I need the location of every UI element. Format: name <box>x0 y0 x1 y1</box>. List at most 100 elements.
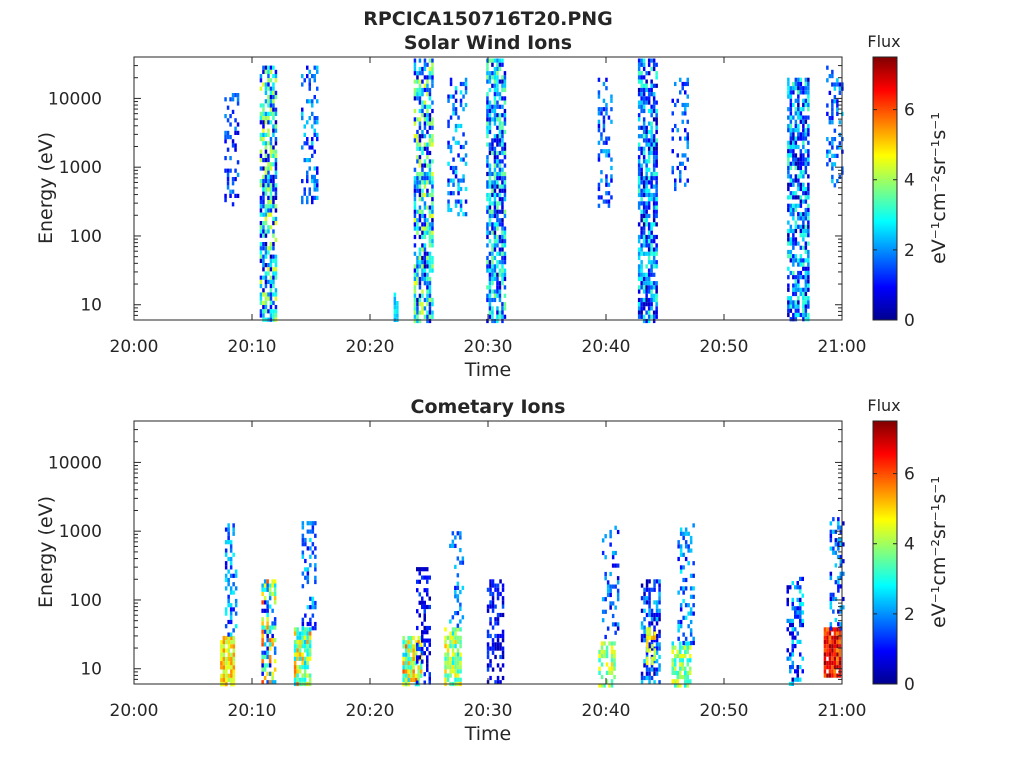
heatmap-cell <box>423 588 426 593</box>
heatmap-cell <box>428 171 432 177</box>
heatmap-cell <box>655 621 659 626</box>
heatmap-cell <box>679 654 682 659</box>
heatmap-cell <box>653 631 657 636</box>
heatmap-cell <box>423 297 427 303</box>
heatmap-cell <box>269 153 273 158</box>
heatmap-cell <box>501 171 504 177</box>
heatmap-cell <box>648 579 651 584</box>
heatmap-cell <box>262 263 265 268</box>
heatmap-cell <box>647 167 651 172</box>
heatmap-cell <box>797 178 800 183</box>
heatmap-cell <box>456 556 460 561</box>
heatmap-cell <box>416 75 419 80</box>
heatmap-cell <box>491 281 494 286</box>
heatmap-cell <box>451 539 455 544</box>
heatmap-cell <box>499 612 502 618</box>
heatmap-cell <box>262 124 265 129</box>
heatmap-cell <box>304 613 307 618</box>
heatmap-cell <box>259 275 263 280</box>
heatmap-cell <box>493 117 497 122</box>
heatmap-cell <box>464 153 468 158</box>
heatmap-cell <box>404 640 408 645</box>
heatmap-cell <box>413 213 417 219</box>
heatmap-cell <box>651 644 654 649</box>
heatmap-cell <box>274 95 278 100</box>
heatmap-cell <box>648 596 651 601</box>
heatmap-cell <box>304 567 307 572</box>
heatmap-cell <box>804 128 808 133</box>
heatmap-cell <box>642 230 646 235</box>
heatmap-cell <box>787 228 790 234</box>
heatmap-cell <box>637 289 641 294</box>
heatmap-cell <box>605 149 608 154</box>
heatmap-cell <box>642 276 646 282</box>
heatmap-cell <box>496 251 499 256</box>
heatmap-cell <box>610 94 613 99</box>
heatmap-cell <box>229 189 232 194</box>
heatmap-cell <box>486 117 489 122</box>
heatmap-cell <box>797 182 800 187</box>
heatmap-cell <box>264 292 268 297</box>
heatmap-cell <box>647 180 651 185</box>
heatmap-cell <box>306 99 309 104</box>
heatmap-cell <box>787 115 790 120</box>
heatmap-cell <box>684 111 687 116</box>
x-tick-label: 20:20 <box>346 337 395 357</box>
heatmap-cell <box>269 191 273 196</box>
heatmap-cell <box>799 86 803 91</box>
heatmap-cell <box>414 640 418 645</box>
heatmap-cell <box>311 596 315 601</box>
heatmap-cell <box>829 521 833 526</box>
heatmap-cell <box>601 538 605 543</box>
heatmap-cell <box>423 180 427 185</box>
heatmap-cell <box>418 83 422 88</box>
heatmap-cell <box>640 251 643 256</box>
heatmap-cell <box>269 212 273 217</box>
heatmap-cell <box>794 304 798 309</box>
heatmap-cell <box>501 142 504 147</box>
heatmap-cell <box>655 150 658 156</box>
heatmap-cell <box>301 74 304 79</box>
heatmap-cell <box>650 617 654 622</box>
heatmap-cell <box>789 149 793 154</box>
heatmap-cell <box>418 655 421 660</box>
heatmap-cell <box>826 137 829 142</box>
heatmap-cell <box>423 251 427 256</box>
heatmap-cell <box>262 212 265 217</box>
heatmap-cell <box>444 673 447 678</box>
heatmap-cell <box>642 218 646 223</box>
heatmap-cell <box>794 128 798 133</box>
heatmap-cell <box>501 268 504 273</box>
heatmap-cell <box>650 314 653 319</box>
heatmap-cell <box>462 94 465 99</box>
heatmap-cell <box>451 660 455 666</box>
heatmap-cell <box>787 174 790 179</box>
heatmap-cell <box>648 642 651 647</box>
heatmap-cell <box>431 264 434 269</box>
heatmap-cell <box>789 111 793 116</box>
heatmap-cell <box>647 142 651 147</box>
heatmap-cell <box>496 638 500 643</box>
heatmap-cell <box>838 90 842 95</box>
heatmap-cell <box>684 666 687 671</box>
heatmap-cell <box>645 167 648 172</box>
heatmap-cell <box>498 167 502 172</box>
heatmap-cell <box>459 639 462 645</box>
heatmap-cell <box>637 176 641 181</box>
heatmap-cell <box>677 636 680 641</box>
heatmap-cell <box>655 205 658 210</box>
heatmap-cell <box>488 176 492 181</box>
heatmap-cell <box>652 117 656 122</box>
heatmap-cell <box>838 652 842 657</box>
heatmap-cell <box>236 193 240 198</box>
heatmap-cell <box>792 262 795 267</box>
heatmap-cell <box>786 618 789 623</box>
heatmap-cell <box>647 197 651 202</box>
heatmap-cell <box>640 285 643 290</box>
heatmap-cell <box>263 654 267 660</box>
heatmap-cell <box>797 102 800 108</box>
heatmap-cell <box>412 635 415 641</box>
heatmap-cell <box>807 174 810 179</box>
heatmap-cell <box>431 302 434 307</box>
heatmap-cell <box>491 272 494 277</box>
